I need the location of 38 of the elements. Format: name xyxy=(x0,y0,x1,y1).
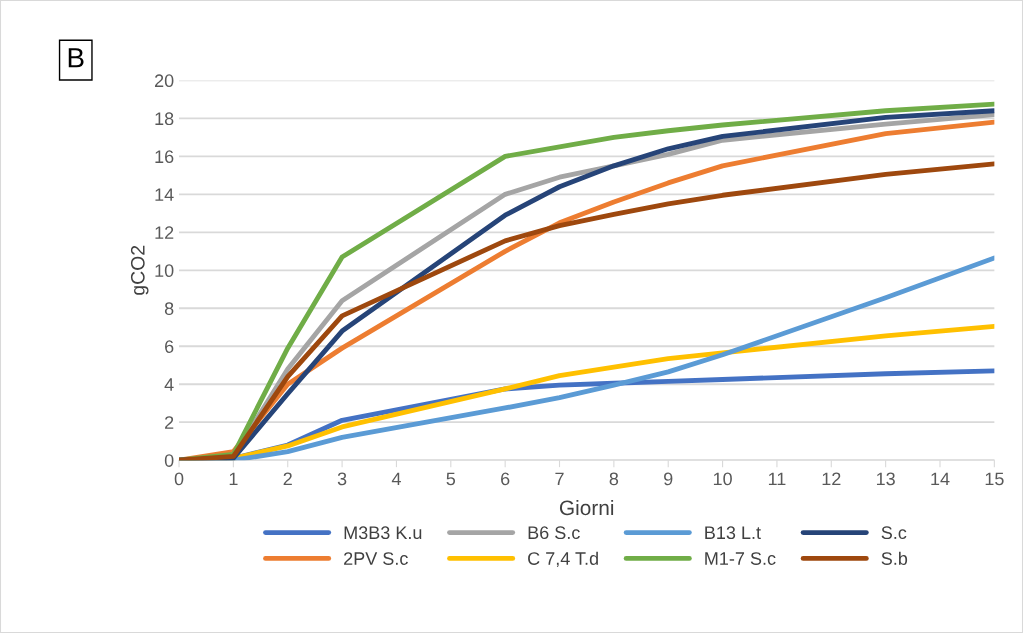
x-tick-label: 12 xyxy=(822,472,841,486)
legend-label: S.b xyxy=(881,551,908,565)
legend-label: B6 S.c xyxy=(528,526,580,540)
y-tick-label: 6 xyxy=(165,340,174,353)
x-axis-title: Giorni xyxy=(559,499,614,516)
x-tick-label: 15 xyxy=(985,472,1004,486)
x-tick-label: 14 xyxy=(931,472,950,486)
x-tick-label: 4 xyxy=(391,472,401,486)
y-axis-title: gCO2 xyxy=(130,245,149,295)
legend-label: 2PV S.c xyxy=(344,552,408,565)
x-tick-label: 11 xyxy=(768,472,786,486)
y-tick-label: 4 xyxy=(164,378,174,391)
y-tick-label: 16 xyxy=(155,150,174,164)
y-tick-label: 8 xyxy=(164,302,174,315)
y-tick-label: 14 xyxy=(155,188,174,201)
text: B xyxy=(68,48,84,68)
x-tick-label: 10 xyxy=(713,472,732,486)
y-tick-label: 18 xyxy=(155,112,174,126)
x-tick-label: 7 xyxy=(555,472,564,486)
x-tick-label: 2 xyxy=(283,472,292,486)
legend-label: B13 L.t xyxy=(705,526,761,540)
y-tick-label: 12 xyxy=(155,226,174,239)
y-tick-label: 2 xyxy=(165,416,174,429)
legend-label: S.c xyxy=(881,526,907,540)
y-tick-label: 0 xyxy=(164,454,174,467)
x-tick-label: 6 xyxy=(501,472,510,486)
legend-label: M3B3 K.u xyxy=(344,526,422,540)
x-tick-label: 0 xyxy=(174,472,184,486)
x-tick-label: 8 xyxy=(609,472,619,486)
x-tick-label: 3 xyxy=(337,472,347,486)
x-tick-label: 9 xyxy=(664,472,673,486)
x-tick-label: 5 xyxy=(446,472,456,486)
x-tick-label: 1 xyxy=(229,472,238,486)
x-tick-label: 13 xyxy=(876,472,895,486)
legend-label: M1-7 S.c xyxy=(705,552,776,565)
legend-label: C 7,4 T.d xyxy=(528,551,598,568)
y-tick-label: 10 xyxy=(155,264,174,278)
y-tick-label: 20 xyxy=(154,74,174,88)
